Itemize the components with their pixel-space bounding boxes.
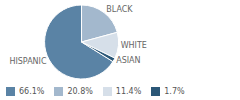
svg-text:ASIAN: ASIAN (116, 56, 140, 65)
html-text:20.8%: 20.8% (67, 86, 93, 96)
svg-text:WHITE: WHITE (121, 41, 147, 50)
svg-text:HISPANIC: HISPANIC (9, 57, 47, 66)
html-text:66.1%: 66.1% (19, 86, 45, 96)
html-text:11.4%: 11.4% (115, 86, 142, 96)
html-text:1.7%: 1.7% (164, 86, 185, 96)
svg-text:BLACK: BLACK (106, 5, 133, 14)
